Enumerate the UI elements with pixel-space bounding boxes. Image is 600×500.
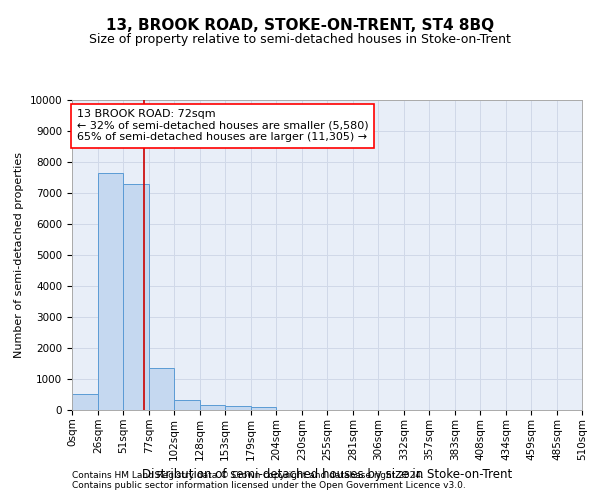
Bar bbox=[200, 405, 225, 410]
Bar bbox=[72, 394, 98, 410]
Text: 13, BROOK ROAD, STOKE-ON-TRENT, ST4 8BQ: 13, BROOK ROAD, STOKE-ON-TRENT, ST4 8BQ bbox=[106, 18, 494, 32]
Bar bbox=[174, 400, 200, 410]
Bar bbox=[149, 368, 174, 410]
Text: 13 BROOK ROAD: 72sqm
← 32% of semi-detached houses are smaller (5,580)
65% of se: 13 BROOK ROAD: 72sqm ← 32% of semi-detac… bbox=[77, 110, 368, 142]
Bar bbox=[98, 173, 123, 410]
Y-axis label: Number of semi-detached properties: Number of semi-detached properties bbox=[14, 152, 24, 358]
Bar bbox=[251, 406, 276, 410]
Text: Contains HM Land Registry data © Crown copyright and database right 2024.: Contains HM Land Registry data © Crown c… bbox=[72, 470, 424, 480]
X-axis label: Distribution of semi-detached houses by size in Stoke-on-Trent: Distribution of semi-detached houses by … bbox=[142, 468, 512, 481]
Bar bbox=[123, 184, 149, 410]
Text: Contains public sector information licensed under the Open Government Licence v3: Contains public sector information licen… bbox=[72, 480, 466, 490]
Bar bbox=[225, 406, 251, 410]
Text: Size of property relative to semi-detached houses in Stoke-on-Trent: Size of property relative to semi-detach… bbox=[89, 32, 511, 46]
